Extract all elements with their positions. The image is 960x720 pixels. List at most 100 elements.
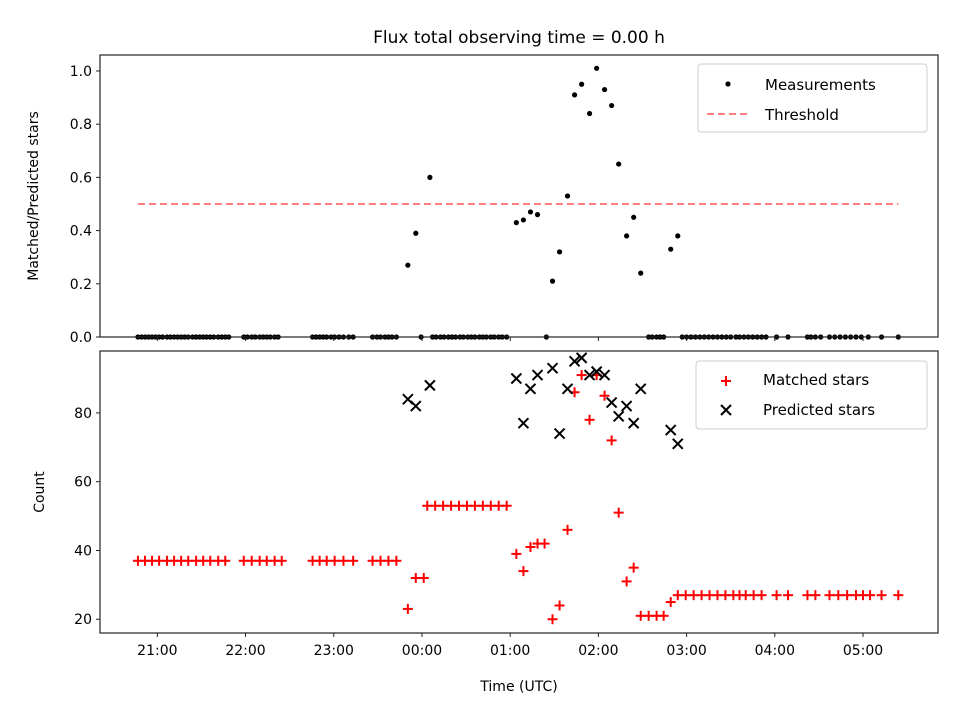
top-y-axis-label: Matched/Predicted stars — [26, 111, 42, 281]
measurement-point — [586, 110, 593, 117]
matched-stars-point — [511, 548, 522, 559]
measurement-point — [571, 92, 578, 98]
measurement-point — [405, 262, 411, 268]
predicted-stars-point — [665, 424, 677, 436]
chart-title: Flux total observing time = 0.00 h — [373, 28, 665, 48]
top-legend: Measurements Threshold — [697, 63, 928, 133]
top-plot-frame — [99, 54, 939, 338]
matched-stars-point — [842, 590, 853, 601]
top-x-ticks — [156, 337, 864, 341]
predicted-stars-point — [598, 369, 611, 381]
matched-stars-point — [621, 576, 632, 587]
bottom-y-axis-label: Count — [32, 471, 48, 513]
matched-stars-point — [771, 590, 782, 601]
predicted-stars-point — [517, 417, 530, 429]
matched-stars-point — [756, 590, 767, 601]
bottom-y-tick-label: 60 — [74, 475, 92, 491]
predicted-stars-point — [424, 379, 436, 392]
matched-stars-point — [783, 590, 794, 601]
matched-stars-point — [525, 542, 536, 553]
predicted-stars-point — [583, 369, 596, 381]
top-y-tick-label: 0.6 — [70, 170, 92, 186]
measurement-point — [594, 65, 600, 71]
x-tick-label: 23:00 — [314, 643, 354, 659]
legend-predicted-label: Predicted stars — [763, 401, 875, 419]
top-y-tick-label: 0.4 — [70, 224, 92, 240]
matched-stars-point — [402, 603, 413, 614]
matched-stars-point — [518, 566, 529, 577]
predicted-stars-point — [561, 383, 574, 395]
predicted-stars-point — [627, 417, 640, 429]
top-y-tick-label: 0.8 — [70, 117, 92, 133]
measurement-point — [556, 249, 563, 255]
matched-stars-point — [220, 555, 231, 566]
matched-stars-point — [628, 562, 639, 573]
predicted-stars-point — [546, 362, 559, 374]
bottom-plot-frame — [99, 350, 939, 634]
legend-matched-label: Matched stars — [763, 371, 869, 389]
bottom-legend-frame — [695, 360, 928, 430]
bottom-plot: 20 40 60 80 21:00 22:00 23:00 00:00 01:00 02:00 0… — [32, 350, 939, 695]
matched-stars-point — [418, 572, 429, 583]
matched-stars-point — [338, 555, 349, 566]
measurement-point — [527, 209, 534, 215]
matched-stars-point — [876, 590, 887, 601]
measurement-point — [534, 212, 541, 218]
measurement-point — [609, 102, 615, 109]
top-plot: 0.0 0.2 0.4 0.6 0.8 1.0 Matched/Predicted sta… — [26, 54, 939, 346]
top-y-tick-label: 0.0 — [70, 330, 92, 346]
matched-stars-point — [613, 507, 624, 518]
predicted-stars-point — [410, 400, 422, 412]
x-tick-label: 22:00 — [225, 643, 265, 659]
x-tick-label: 01:00 — [490, 643, 530, 659]
matched-stars-point — [576, 370, 587, 381]
predicted-stars-point — [568, 355, 581, 368]
measurement-point — [631, 214, 637, 220]
predicted-stars-point — [620, 400, 633, 412]
predicted-stars-point — [612, 410, 625, 423]
predicted-stars-point — [635, 383, 647, 395]
legend-predicted-marker — [720, 404, 732, 416]
x-axis-label: Time (UTC) — [479, 679, 557, 695]
matched-stars-point — [584, 414, 595, 425]
matched-stars-point — [599, 390, 610, 401]
matched-stars-point — [606, 435, 617, 446]
matched-stars-point — [547, 614, 558, 625]
measurement-point — [675, 233, 681, 239]
measurement-point — [616, 161, 622, 167]
predicted-stars-point — [524, 383, 537, 395]
matched-stars-point — [658, 610, 669, 621]
top-y-ticks: 0.0 0.2 0.4 0.6 0.8 1.0 — [70, 64, 100, 346]
predicted-stars-point — [553, 427, 566, 440]
measurement-point — [564, 193, 571, 199]
bottom-plot-marks — [132, 352, 904, 625]
matched-stars-point — [539, 538, 550, 549]
measurement-point — [427, 174, 433, 180]
matched-stars-point — [329, 555, 340, 566]
matched-stars-point — [554, 600, 565, 611]
bottom-y-tick-label: 40 — [74, 543, 92, 559]
matched-stars-point — [562, 524, 573, 535]
top-y-tick-label: 0.2 — [70, 277, 92, 293]
measurement-point — [513, 220, 519, 226]
predicted-stars-point — [590, 365, 603, 378]
x-tick-label: 05:00 — [843, 643, 883, 659]
legend-threshold-label: Threshold — [764, 106, 839, 124]
predicted-stars-point — [605, 396, 618, 409]
legend-measurements-label: Measurements — [765, 76, 876, 94]
legend-measurements-marker — [725, 81, 731, 87]
bottom-y-ticks: 20 40 60 80 — [74, 406, 100, 628]
measurement-point — [413, 230, 419, 236]
matched-stars-point — [865, 590, 876, 601]
top-legend-frame — [697, 63, 928, 133]
matched-stars-point — [348, 555, 359, 566]
bottom-y-tick-label: 20 — [74, 612, 92, 628]
bottom-legend: Matched stars Predicted stars — [695, 360, 928, 430]
measurement-point — [601, 86, 608, 93]
matched-stars-point — [833, 590, 844, 601]
x-tick-label: 21:00 — [137, 643, 177, 659]
matched-stars-point — [391, 555, 402, 566]
x-tick-label: 04:00 — [755, 643, 795, 659]
measurement-point — [579, 81, 585, 87]
